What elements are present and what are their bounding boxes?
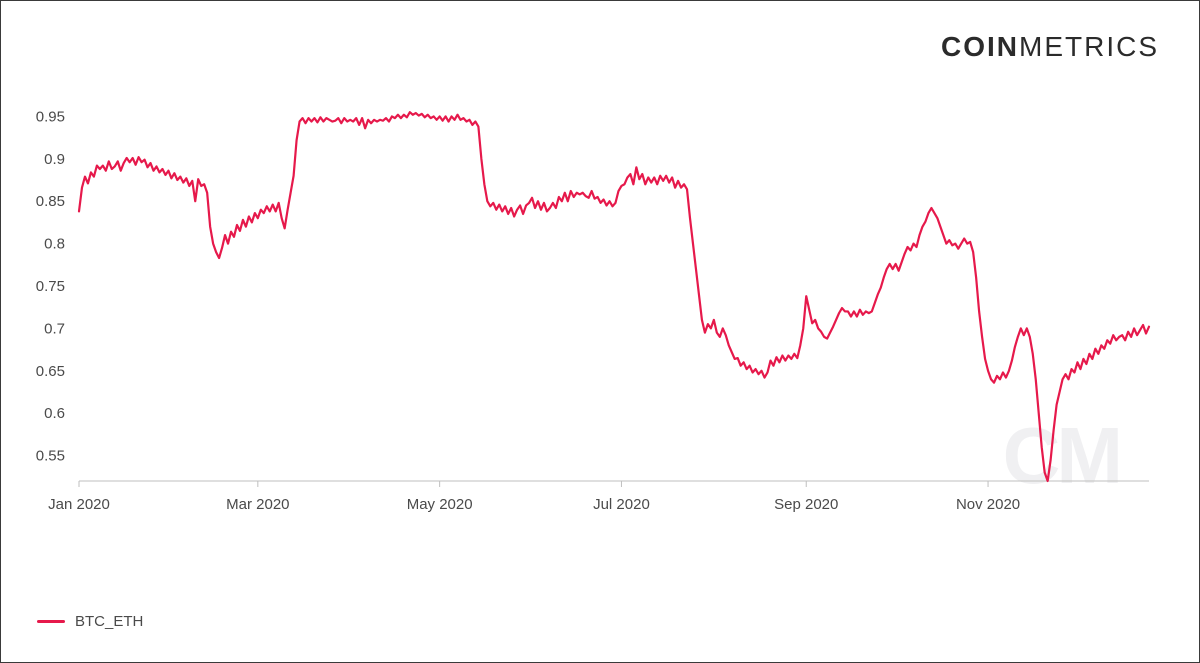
brand-logo: COINMETRICS [941,31,1159,63]
y-tick-label: 0.6 [44,405,65,422]
x-tick-label: Jul 2020 [593,496,650,513]
legend: BTC_ETH [37,613,143,630]
x-tick-label: Jan 2020 [48,496,110,513]
x-tick-label: Mar 2020 [226,496,289,513]
legend-label: BTC_ETH [75,613,143,630]
x-tick-label: Nov 2020 [956,496,1020,513]
y-tick-label: 0.9 [44,151,65,168]
legend-swatch [37,620,65,623]
y-tick-label: 0.95 [36,108,65,125]
y-tick-label: 0.8 [44,236,65,253]
y-tick-label: 0.75 [36,278,65,295]
x-tick-label: May 2020 [407,496,473,513]
y-tick-label: 0.65 [36,363,65,380]
brand-right: METRICS [1019,31,1159,62]
brand-left: COIN [941,31,1019,62]
x-tick-label: Sep 2020 [774,496,838,513]
chart-svg: 0.550.60.650.70.750.80.850.90.95Jan 2020… [79,91,1159,531]
y-tick-label: 0.7 [44,320,65,337]
chart-plot-area: 0.550.60.650.70.750.80.850.90.95Jan 2020… [79,91,1159,531]
chart-frame: COINMETRICS CM 0.550.60.650.70.750.80.85… [0,0,1200,663]
y-tick-label: 0.55 [36,448,65,465]
series-line-btc-eth [79,112,1149,481]
y-tick-label: 0.85 [36,193,65,210]
